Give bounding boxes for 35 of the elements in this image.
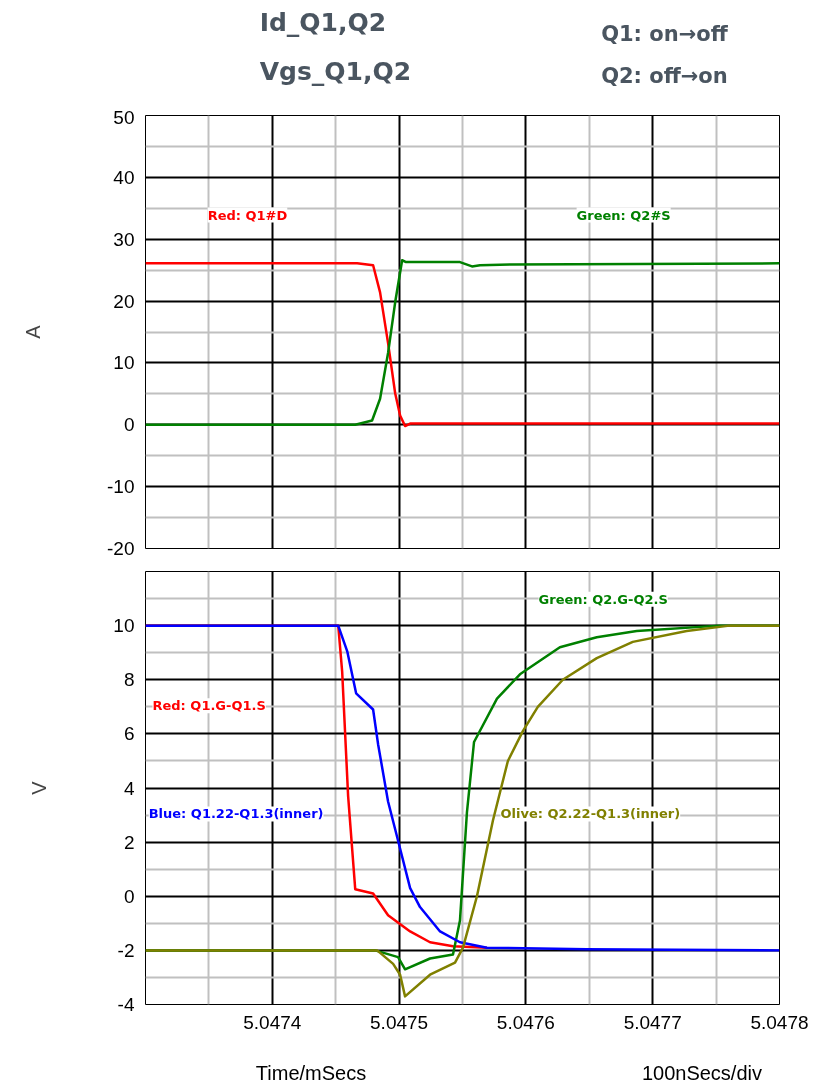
text: Q1: on→off — [601, 21, 729, 46]
y-tick-label: 40 — [113, 166, 135, 188]
x-tick-label: 5.0476 — [496, 1011, 555, 1033]
x-tick-label: 5.0477 — [623, 1011, 682, 1033]
y-tick-label: 0 — [123, 414, 135, 436]
y-axis-title: A — [22, 324, 45, 339]
x-tick-label: 5.0478 — [750, 1011, 809, 1033]
chart-subtitle: Vgs_Q1,Q2 — [259, 57, 412, 86]
text: Blue: Q1.22-Q1.3(inner) — [148, 806, 324, 822]
y-tick-label: 6 — [123, 723, 135, 745]
y-tick-label: 30 — [113, 228, 135, 250]
y-tick-label: 8 — [123, 669, 135, 691]
text: Red: Q1#D — [207, 207, 288, 223]
y-tick-label: 10 — [113, 352, 135, 374]
y-tick-label: 4 — [123, 777, 135, 799]
text: Green: Q2#S — [576, 207, 671, 223]
series-label: Olive: Q2.22-Q1.3(inner) — [500, 806, 681, 822]
y-tick-label: 0 — [123, 885, 135, 907]
text: Q2: off→on — [601, 63, 728, 88]
text: Red: Q1.G-Q1.S — [152, 698, 266, 714]
y-tick-label: -4 — [117, 994, 135, 1015]
series-label: Green: Q2.G-Q2.S — [538, 591, 668, 607]
y-tick-label: -20 — [107, 538, 135, 559]
y-axis-title: V — [28, 780, 51, 795]
x-tick-label: 5.0475 — [370, 1011, 429, 1033]
y-tick-label: -10 — [107, 476, 135, 498]
y-tick-label: 20 — [113, 290, 135, 312]
y-tick-label: 2 — [123, 831, 135, 853]
y-tick-label: 10 — [113, 615, 135, 637]
chart-title: Id_Q1,Q2 — [259, 8, 387, 37]
y-tick-label: -2 — [117, 939, 135, 961]
x-tick-label: 5.0474 — [243, 1011, 302, 1033]
text: 100nSecs/div — [641, 1061, 762, 1084]
y-tick-label: 50 — [113, 106, 135, 128]
x-axis-title: Time/mSecs — [255, 1061, 367, 1084]
